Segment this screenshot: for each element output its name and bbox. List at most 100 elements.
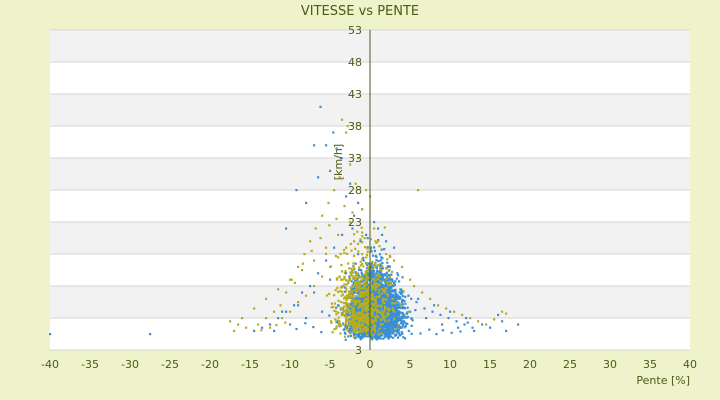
scatter-point — [380, 294, 383, 297]
scatter-point — [352, 332, 355, 335]
scatter-point — [376, 323, 380, 326]
scatter-point — [281, 317, 284, 320]
scatter-point — [485, 323, 488, 326]
scatter-point — [390, 283, 393, 286]
scatter-point — [393, 259, 396, 262]
scatter-point — [337, 299, 340, 302]
scatter-point — [387, 287, 390, 290]
scatter-point — [364, 321, 367, 324]
scatter-point — [344, 270, 347, 273]
scatter-point — [380, 311, 383, 314]
scatter-point — [357, 318, 360, 321]
scatter-point — [367, 292, 370, 295]
scatter-point — [363, 332, 366, 335]
scatter-point — [373, 336, 376, 339]
scatter-point — [393, 306, 396, 309]
scatter-point — [328, 224, 331, 227]
scatter-point — [396, 305, 399, 308]
scatter-point — [337, 233, 340, 236]
scatter-point — [489, 326, 492, 329]
scatter-point — [357, 320, 361, 323]
scatter-point — [366, 247, 369, 250]
scatter-point — [330, 306, 333, 309]
scatter-point — [393, 329, 397, 332]
scatter-point — [381, 323, 384, 326]
scatter-point — [441, 323, 444, 326]
scatter-point — [337, 323, 340, 326]
scatter-point — [344, 290, 348, 293]
scatter-point — [371, 336, 374, 339]
scatter-point — [395, 321, 398, 324]
scatter-point — [395, 311, 398, 314]
scatter-point — [387, 317, 390, 321]
scatter-point — [390, 315, 393, 319]
scatter-point — [384, 298, 387, 301]
scatter-point — [394, 296, 397, 299]
scatter-point — [370, 265, 373, 268]
scatter-point — [382, 312, 385, 315]
scatter-point — [344, 332, 347, 335]
scatter-point — [349, 271, 352, 274]
scatter-point — [352, 233, 356, 236]
scatter-point — [317, 176, 320, 179]
scatter-point — [343, 290, 346, 293]
scatter-point — [379, 301, 382, 304]
scatter-point — [379, 319, 382, 322]
scatter-point — [337, 316, 340, 319]
scatter-point — [352, 322, 355, 325]
scatter-point — [340, 294, 343, 297]
scatter-point — [389, 305, 393, 308]
scatter-point — [365, 298, 368, 301]
scatter-point — [333, 309, 336, 313]
scatter-point — [376, 279, 379, 282]
scatter-point — [378, 327, 381, 330]
scatter-point — [406, 322, 409, 325]
scatter-point — [381, 261, 384, 265]
scatter-point — [321, 275, 324, 278]
scatter-point — [381, 318, 384, 321]
scatter-point — [431, 310, 434, 313]
scatter-point — [376, 305, 379, 308]
scatter-point — [369, 336, 372, 339]
scatter-point — [398, 291, 401, 294]
scatter-point — [360, 271, 363, 274]
scatter-point — [372, 308, 376, 311]
scatter-point — [401, 303, 404, 306]
scatter-point — [340, 263, 343, 267]
scatter-point — [391, 312, 394, 316]
scatter-point — [390, 302, 393, 305]
scatter-point — [335, 327, 338, 330]
scatter-point — [345, 309, 348, 312]
scatter-point — [367, 297, 370, 300]
scatter-point — [392, 324, 395, 327]
x-tick-label: 30 — [603, 358, 617, 371]
scatter-point — [342, 308, 345, 311]
scatter-point — [373, 325, 376, 328]
scatter-point — [358, 286, 361, 289]
scatter-point — [349, 332, 352, 335]
scatter-point — [378, 283, 381, 286]
scatter-point — [400, 326, 403, 329]
scatter-point — [361, 315, 364, 318]
scatter-point — [505, 312, 508, 315]
scatter-point — [376, 331, 380, 334]
scatter-point — [348, 322, 352, 325]
scatter-point — [369, 307, 372, 310]
scatter-point — [390, 286, 393, 289]
scatter-point — [345, 301, 348, 304]
scatter-point — [397, 310, 400, 314]
scatter-point — [385, 329, 388, 332]
scatter-point — [383, 332, 387, 335]
scatter-point — [285, 291, 288, 294]
scatter-point — [397, 323, 400, 326]
scatter-point — [437, 304, 440, 307]
scatter-point — [381, 302, 384, 305]
scatter-point — [383, 226, 386, 229]
scatter-point — [379, 265, 382, 268]
scatter-point — [341, 118, 344, 121]
scatter-point — [349, 334, 352, 338]
scatter-point — [342, 328, 345, 331]
scatter-point — [373, 286, 376, 289]
scatter-point — [369, 281, 372, 284]
